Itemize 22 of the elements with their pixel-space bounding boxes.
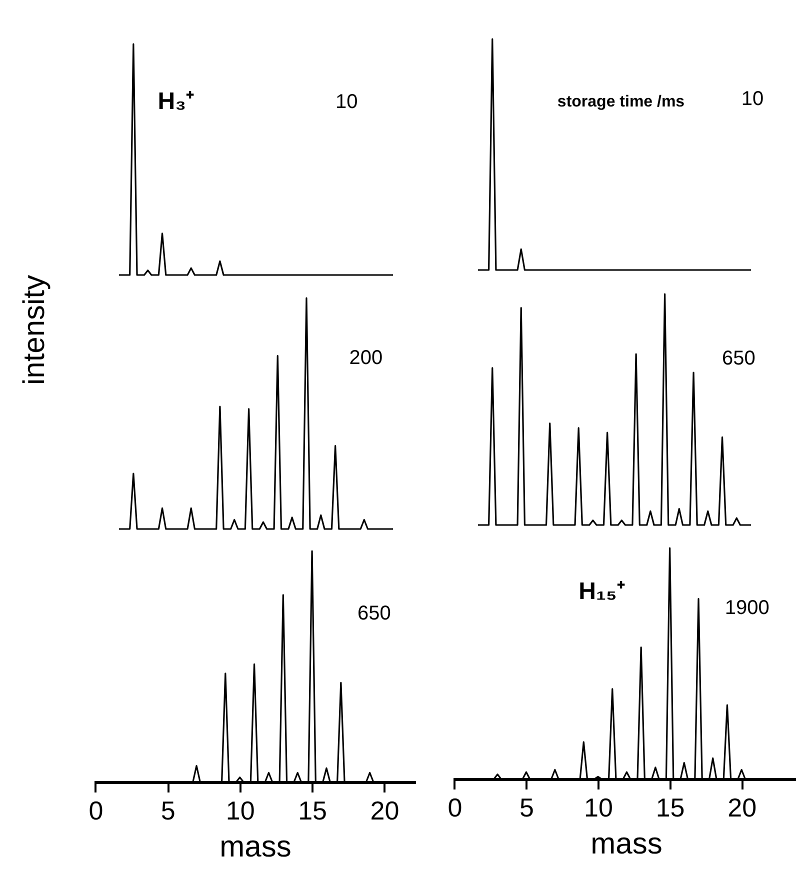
x-tick-label: 5 [519, 792, 534, 822]
x-tick-label: 20 [728, 792, 757, 822]
annotation: H₁₅⁺ [578, 578, 625, 605]
annotation: storage time /ms [557, 93, 685, 110]
annotation: 10 [335, 90, 358, 113]
annotation: 200 [349, 347, 383, 370]
x-tick-label: 0 [88, 796, 104, 826]
annotation: 10 [741, 88, 764, 110]
x-tick-label: 5 [160, 796, 176, 826]
x-tick-label: 10 [226, 796, 255, 826]
x-tick-label: 15 [656, 792, 685, 822]
y-axis-title: intensity [18, 274, 52, 386]
x-axis-title: mass [590, 828, 662, 860]
annotation: 650 [357, 602, 391, 624]
x-tick-label: 15 [298, 796, 327, 826]
annotation: 650 [722, 348, 756, 370]
annotation: H₃⁺ [158, 88, 194, 115]
x-tick-label: 20 [370, 796, 400, 826]
x-tick-label: 10 [584, 792, 613, 822]
x-tick-label: 0 [448, 792, 462, 822]
annotation: 1900 [724, 597, 770, 620]
x-axis-title: mass [220, 830, 292, 864]
